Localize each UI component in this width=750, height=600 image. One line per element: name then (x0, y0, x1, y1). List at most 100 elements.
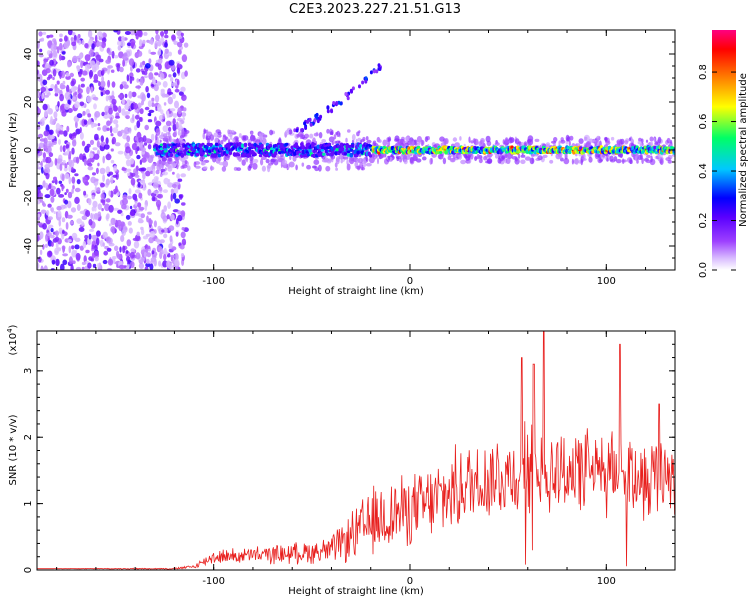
heatmap-noise-cell (78, 73, 82, 78)
heatmap-noise-cell (111, 50, 115, 59)
heatmap-band-cell (190, 146, 194, 152)
heatmap-band-halo-cell (520, 159, 526, 165)
heatmap-noise-cell (47, 92, 51, 96)
heatmap-band-cell (247, 146, 252, 151)
snr-y-tick-label: 3 (23, 368, 34, 374)
heatmap-noise-cell (144, 106, 150, 111)
heatmap-band-cell (438, 151, 443, 154)
heatmap-band-cell (348, 144, 352, 149)
heatmap-arc-cell (351, 86, 355, 91)
heatmap-noise-cell (177, 107, 182, 115)
heatmap-band-halo-cell (580, 158, 583, 166)
heatmap-noise-cell (181, 227, 185, 231)
heatmap-band-cell (349, 152, 354, 158)
heatmap-band-halo-cell (327, 160, 332, 164)
heatmap-noise-cell (91, 244, 95, 250)
heatmap-arc-cell (364, 79, 368, 84)
heatmap-noise-cell (51, 180, 55, 184)
heatmap-noise-cell (72, 139, 77, 147)
heatmap-noise-cell (154, 94, 160, 103)
heatmap-noise-cell (172, 171, 175, 175)
snr-panel: -100 0 100 0 1 2 3 Height of straight line (k… (6, 324, 676, 597)
heatmap-band-halo-cell (209, 166, 215, 171)
heatmap-noise-cell (124, 104, 130, 110)
heatmap-noise-cell (68, 245, 72, 254)
heatmap-noise-cell (74, 101, 80, 109)
heatmap-noise-cell (108, 204, 114, 213)
heatmap-noise-cell (134, 189, 141, 194)
heatmap-noise-cell (59, 163, 63, 171)
heatmap-noise-cell (169, 108, 176, 112)
heatmap-band-halo-cell (667, 159, 672, 164)
heatmap-noise-cell (41, 166, 44, 174)
heatmap-noise-cell (42, 158, 46, 163)
heatmap-noise-cell (37, 41, 40, 49)
heatmap-noise-cell (128, 58, 135, 66)
heatmap-noise-cell (87, 262, 92, 269)
heatmap-noise-cell (157, 63, 162, 71)
heatmap-band-cell (335, 147, 340, 152)
heatmap-noise-cell (93, 103, 97, 110)
snr-x-tick-label: 100 (597, 576, 616, 587)
heatmap-noise-cell (177, 178, 183, 182)
heatmap-noise-cell (164, 42, 168, 48)
heatmap-band-halo-cell (505, 138, 508, 143)
heatmap-band-halo-cell (470, 140, 474, 144)
heatmap-noise-cell (80, 60, 84, 69)
heatmap-noise-cell (160, 72, 165, 80)
heatmap-band-halo-cell (161, 161, 164, 169)
heatmap-noise-cell (92, 96, 99, 101)
heatmap-noise-cell (128, 188, 132, 195)
heatmap-noise-cell (87, 30, 93, 38)
heatmap-noise-cell (79, 132, 84, 140)
heatmap-noise-cell (97, 123, 101, 127)
heatmap-arc-cell (309, 122, 313, 127)
heatmap-noise-cell (125, 115, 130, 120)
heatmap-band-cell (275, 148, 279, 152)
heatmap-noise-cell (121, 204, 127, 210)
heatmap-noise-cell (118, 264, 125, 270)
heatmap-noise-cell (97, 127, 101, 131)
heatmap-noise-cell (168, 225, 175, 232)
heatmap-noise-cell (135, 252, 141, 260)
heatmap-noise-cell (37, 184, 43, 190)
heatmap-noise-cell (171, 34, 176, 41)
heatmap-band-halo-cell (588, 156, 593, 163)
heatmap-noise-cell (68, 159, 73, 166)
heatmap-noise-cell (82, 176, 89, 184)
heatmap-noise-cell (54, 87, 60, 94)
heatmap-noise-cell (153, 220, 157, 228)
heatmap-noise-cell (134, 200, 138, 207)
heatmap-noise-cell (48, 74, 53, 79)
heatmap-noise-cell (107, 67, 110, 75)
heatmap-band-halo-cell (215, 157, 221, 164)
heatmap-band-halo-cell (485, 135, 491, 143)
heatmap-band-halo-cell (363, 161, 367, 168)
heatmap-noise-cell (181, 202, 186, 206)
heatmap-x-ticks: -100 0 100 (56, 30, 647, 287)
heatmap-noise-cell (150, 51, 157, 55)
heatmap-noise-cell (38, 31, 43, 37)
heatmap-noise-cell (181, 238, 187, 246)
heatmap-noise-cell (99, 167, 106, 175)
heatmap-noise-cell (147, 188, 152, 196)
heatmap-noise-cell (172, 113, 178, 118)
heatmap-band-halo-cell (537, 155, 543, 161)
heatmap-noise-cell (37, 213, 41, 218)
heatmap-noise-cell (155, 199, 162, 208)
heatmap-noise-cell (40, 86, 46, 93)
heatmap-noise-cell (54, 92, 59, 97)
heatmap-noise-cell (89, 69, 94, 78)
heatmap-band-halo-cell (666, 137, 671, 144)
heatmap-band-halo-cell (176, 163, 179, 170)
heatmap-band-halo-cell (645, 159, 652, 164)
heatmap-band-halo-cell (486, 158, 493, 165)
heatmap-noise-cell (144, 204, 148, 211)
heatmap-band-halo-cell (259, 133, 262, 141)
heatmap-noise-cell (55, 241, 59, 249)
heatmap-band-halo-cell (531, 157, 534, 164)
heatmap-band-halo-cell (437, 153, 444, 160)
heatmap-noise-cell (163, 233, 168, 239)
heatmap-band-cell (339, 142, 344, 148)
heatmap-band-halo-cell (442, 157, 447, 165)
